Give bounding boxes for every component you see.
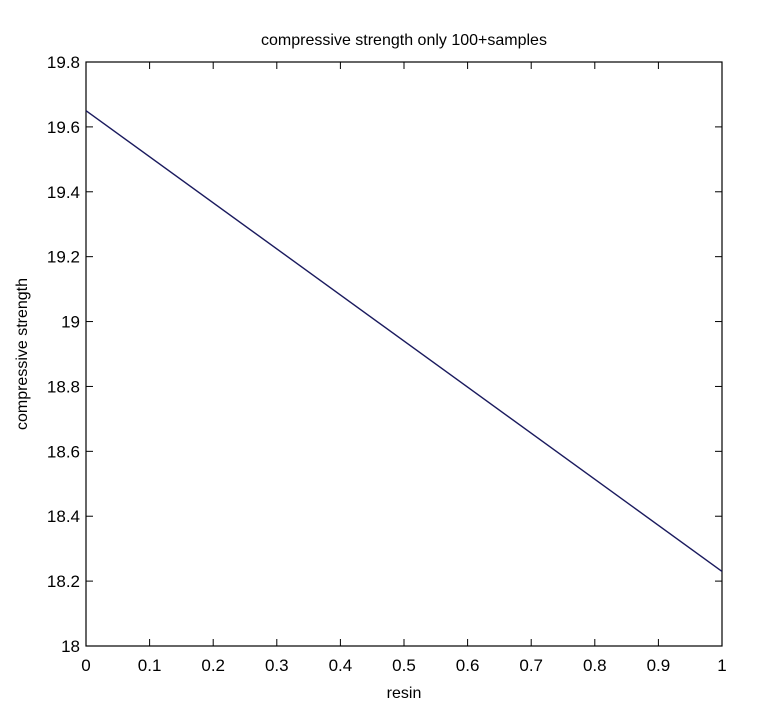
y-tick-label: 19.8 xyxy=(47,53,80,72)
y-tick-label: 19.2 xyxy=(47,248,80,267)
x-axis-ticks: 0 0.1 0.2 0.3 0.4 0.5 0.6 0.7 0.8 0.9 1 xyxy=(81,62,727,675)
series-line xyxy=(85,110,723,572)
x-tick-label: 0.1 xyxy=(138,656,162,675)
y-tick-label: 18.4 xyxy=(47,507,80,526)
y-axis-title: compressive strength xyxy=(14,278,31,430)
x-tick-label: 0.3 xyxy=(265,656,289,675)
x-tick-label: 0.6 xyxy=(456,656,480,675)
chart-title: compressive strength only 100+samples xyxy=(261,32,547,49)
plot-area-frame xyxy=(85,61,723,647)
y-axis-ticks: 18 18.2 18.4 18.6 18.8 19 19.2 19.4 19.6 19.8 xyxy=(47,53,722,656)
y-tick-label: 18.2 xyxy=(47,572,80,591)
x-tick-label: 0.5 xyxy=(392,656,416,675)
x-tick-label: 1 xyxy=(717,656,726,675)
x-tick-label: 0.4 xyxy=(329,656,353,675)
x-tick-label: 0.7 xyxy=(519,656,543,675)
y-tick-label: 19 xyxy=(61,313,80,332)
x-tick-label: 0.2 xyxy=(201,656,225,675)
y-tick-label: 19.4 xyxy=(47,183,80,202)
x-axis-title: resin xyxy=(387,685,422,702)
y-tick-label: 18.8 xyxy=(47,377,80,396)
x-tick-label: 0 xyxy=(81,656,90,675)
series-layer xyxy=(85,110,723,572)
x-tick-label: 0.9 xyxy=(647,656,671,675)
x-tick-label: 0.8 xyxy=(583,656,607,675)
y-tick-label: 18.6 xyxy=(47,442,80,461)
y-tick-label: 18 xyxy=(61,637,80,656)
y-tick-label: 19.6 xyxy=(47,118,80,137)
